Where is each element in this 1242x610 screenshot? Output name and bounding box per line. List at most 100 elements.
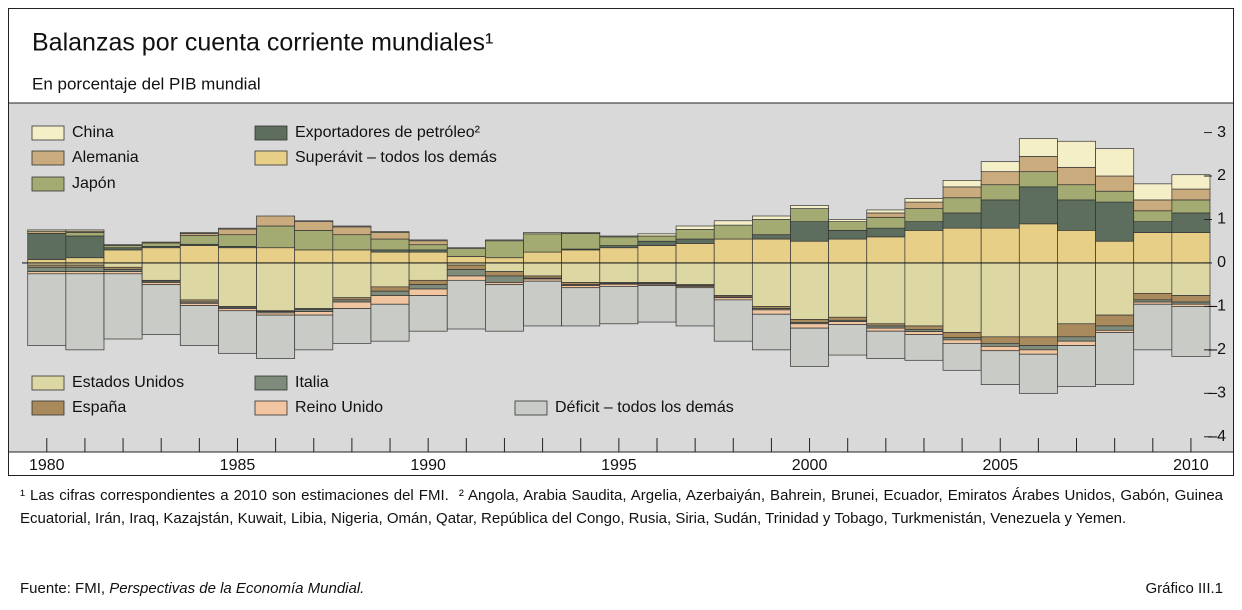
bar-segment: [1018, 262, 1058, 338]
bar-segment: [1018, 186, 1058, 225]
bar-segment: [218, 227, 257, 230]
bar-segment: [27, 229, 67, 232]
bar-segment: [980, 350, 1020, 385]
bar-segment: [1018, 349, 1058, 355]
bar-segment: [65, 229, 105, 232]
bar-segment: [256, 262, 296, 312]
legend-label: Alemania: [72, 149, 139, 166]
bar-segment: [637, 235, 677, 242]
bar-segment: [446, 275, 486, 281]
bar-segment: [1133, 293, 1173, 301]
bar-segment: [1133, 199, 1173, 212]
bar-segment: [599, 262, 639, 283]
legend-swatch: [254, 375, 288, 391]
bar-segment: [866, 209, 906, 214]
bar-segment: [1171, 232, 1211, 264]
bar-segment: [1133, 262, 1173, 294]
chart-subtitle: En porcentaje del PIB mundial: [32, 74, 261, 93]
bar-segment: [866, 327, 906, 332]
bar-segment: [294, 249, 334, 264]
bar-segment: [1057, 336, 1096, 342]
bar-segment: [370, 262, 410, 288]
bar-segment: [370, 238, 410, 251]
x-tick-label: 1980: [29, 457, 65, 474]
bar-segment: [1018, 156, 1058, 173]
bar-segment: [370, 290, 410, 296]
bar-segment: [27, 233, 67, 260]
bar-segment: [561, 233, 601, 250]
bar-segment: [1171, 306, 1211, 357]
bar-segment: [370, 303, 410, 342]
bar-segment: [485, 275, 524, 283]
bar-segment: [1057, 140, 1096, 168]
bar-segment: [370, 231, 410, 233]
bar-segment: [141, 284, 181, 336]
bar-segment: [332, 308, 372, 344]
bar-segment: [408, 239, 448, 242]
bar-segment: [408, 295, 448, 332]
x-tick-label: 1985: [220, 457, 256, 474]
bar-segment: [675, 225, 715, 230]
bar-segment: [179, 235, 219, 245]
bar-segment: [751, 313, 791, 351]
bar-segment: [141, 242, 181, 247]
bar-segment: [904, 334, 944, 361]
bar-segment: [1095, 175, 1135, 192]
bar-segment: [1018, 336, 1058, 346]
bar-segment: [370, 286, 410, 292]
bar-segment: [446, 264, 486, 270]
bar-segment: [942, 227, 982, 264]
legend-label: Exportadores de petróleo²: [295, 124, 481, 141]
bar-segment: [103, 273, 143, 340]
bar-segment: [675, 287, 715, 327]
bar-segment: [790, 262, 829, 320]
bar-segment: [408, 262, 448, 281]
bar-segment: [866, 330, 906, 359]
bar-segment: [1171, 262, 1211, 296]
bar-segment: [218, 310, 257, 354]
bar-segment: [1133, 232, 1173, 264]
y-tick-label: –4: [1208, 428, 1226, 445]
bar-segment: [332, 226, 372, 236]
bar-segment: [485, 239, 524, 242]
bar-segment: [294, 314, 334, 351]
bar-segment: [256, 225, 296, 249]
bar-segment: [408, 279, 448, 286]
bar-segment: [942, 180, 982, 188]
bar-segment: [751, 262, 791, 307]
frame: [8, 8, 1234, 476]
bar-segment: [751, 219, 791, 236]
bar-segment: [485, 284, 524, 332]
bar-segment: [599, 247, 639, 264]
y-tick-label: 1: [1217, 211, 1226, 228]
legend-swatch: [31, 375, 65, 391]
bar-segment: [675, 238, 715, 244]
bar-segment: [1133, 183, 1173, 201]
legend-swatch: [254, 125, 288, 141]
bar-segment: [561, 287, 601, 327]
bar-segment: [790, 205, 829, 209]
bar-segment: [332, 301, 372, 309]
bar-segment: [65, 257, 105, 264]
bar-segment: [370, 251, 410, 264]
bar-segment: [828, 238, 868, 264]
legend-label: Italia: [295, 374, 329, 391]
bar-segment: [523, 262, 563, 277]
bar-segment: [980, 171, 1020, 186]
bar-segment: [599, 235, 639, 238]
bar-segment: [27, 266, 67, 272]
bar-segment: [866, 262, 906, 325]
bar-segment: [751, 215, 791, 220]
bar-segment: [751, 309, 791, 315]
bar-segment: [1057, 262, 1096, 325]
bar-segment: [370, 295, 410, 305]
legend-label: Japón: [72, 175, 116, 192]
bar-segment: [103, 262, 143, 268]
bar-segment: [408, 244, 448, 251]
bar-segment: [866, 236, 906, 264]
bar-segment: [256, 247, 296, 264]
bar-segment: [828, 219, 868, 223]
bar-segment: [446, 256, 486, 264]
bar-segment: [523, 233, 563, 253]
x-tick-label: 2005: [982, 457, 1018, 474]
